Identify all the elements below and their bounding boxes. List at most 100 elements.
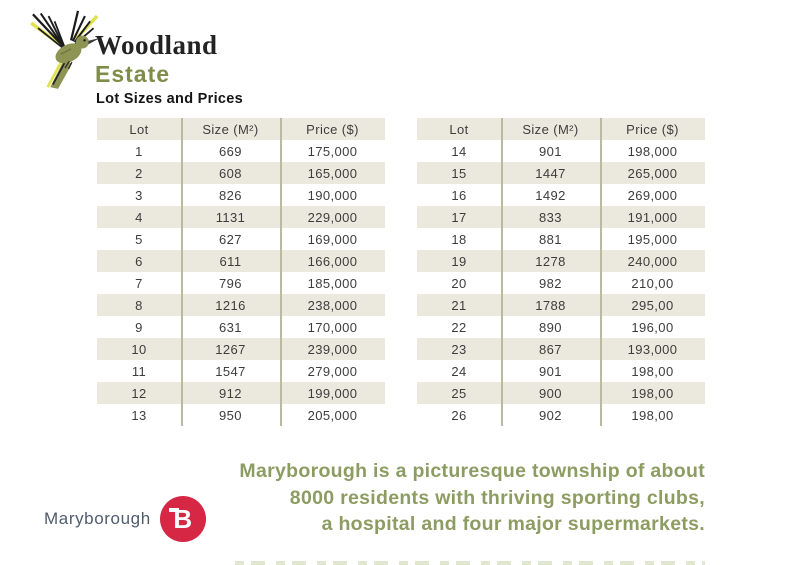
table-row: 11 1547 279,000 xyxy=(97,360,385,382)
header-lot: Lot xyxy=(129,121,149,137)
maryborough-logo: Maryborough B xyxy=(44,496,206,542)
table-row: 7 796 185,000 xyxy=(97,272,385,294)
table-row: 5 627 169,000 xyxy=(97,228,385,250)
cell-lot: 9 xyxy=(135,319,143,335)
cell-price: 198,00 xyxy=(631,407,674,423)
cell-size: 796 xyxy=(219,275,242,291)
column-divider xyxy=(280,118,282,426)
cell-price: 165,000 xyxy=(307,165,358,181)
cell-price: 170,000 xyxy=(307,319,358,335)
cell-lot: 22 xyxy=(451,319,467,335)
cell-lot: 18 xyxy=(451,231,467,247)
cell-price: 198,00 xyxy=(631,363,674,379)
table-row: 25 900 198,00 xyxy=(417,382,705,404)
cell-lot: 4 xyxy=(135,209,143,225)
cell-price: 169,000 xyxy=(307,231,358,247)
table-row: 4 1131 229,000 xyxy=(97,206,385,228)
header-lot: Lot xyxy=(449,121,469,137)
tagline-line-2: 8000 residents with thriving sporting cl… xyxy=(289,486,705,509)
cell-lot: 5 xyxy=(135,231,143,247)
cell-lot: 3 xyxy=(135,187,143,203)
cell-size: 902 xyxy=(539,407,562,423)
hummingbird-logo xyxy=(26,8,104,90)
table-row: 20 982 210,00 xyxy=(417,272,705,294)
cell-price: 240,000 xyxy=(627,253,678,269)
table-row: 1 669 175,000 xyxy=(97,140,385,162)
price-table-right: Lot Size (M²) Price ($) 14 901 198,000 15 14… xyxy=(417,118,705,426)
column-divider xyxy=(181,118,183,426)
cell-lot: 21 xyxy=(451,297,467,313)
cell-price: 210,00 xyxy=(631,275,674,291)
cell-size: 950 xyxy=(219,407,242,423)
cell-lot: 24 xyxy=(451,363,467,379)
cell-size: 901 xyxy=(539,143,562,159)
table-row: 22 890 196,00 xyxy=(417,316,705,338)
hummingbird-icon xyxy=(30,10,101,89)
cell-price: 190,000 xyxy=(307,187,358,203)
cell-price: 185,000 xyxy=(307,275,358,291)
cell-price: 196,00 xyxy=(631,319,674,335)
table-row: 18 881 195,000 xyxy=(417,228,705,250)
table-header-row: Lot Size (M²) Price ($) xyxy=(417,118,705,140)
cell-size: 1788 xyxy=(535,297,566,313)
tagline-line-1: Maryborough is a picturesque township of… xyxy=(239,460,705,482)
cell-size: 826 xyxy=(219,187,242,203)
cell-size: 1547 xyxy=(215,363,246,379)
table-header-row: Lot Size (M²) Price ($) xyxy=(97,118,385,140)
cell-lot: 15 xyxy=(451,165,467,181)
cell-price: 265,000 xyxy=(627,165,678,181)
cell-size: 890 xyxy=(539,319,562,335)
cell-price: 279,000 xyxy=(307,363,358,379)
cell-price: 193,000 xyxy=(627,341,678,357)
cell-price: 205,000 xyxy=(307,407,358,423)
cell-size: 669 xyxy=(219,143,242,159)
table-row: 9 631 170,000 xyxy=(97,316,385,338)
table-row: 14 901 198,000 xyxy=(417,140,705,162)
cell-size: 867 xyxy=(539,341,562,357)
cropped-text-sliver xyxy=(235,561,705,565)
tagline: Maryborough is a picturesque township of… xyxy=(239,458,705,538)
table-row: 15 1447 265,000 xyxy=(417,162,705,184)
cell-lot: 17 xyxy=(451,209,467,225)
cell-size: 901 xyxy=(539,363,562,379)
brand-name-woodland: Woodland xyxy=(95,30,218,60)
cell-price: 229,000 xyxy=(307,209,358,225)
cell-lot: 20 xyxy=(451,275,467,291)
maryborough-logo-mark: B xyxy=(159,496,206,542)
table-row: 12 912 199,000 xyxy=(97,382,385,404)
cell-lot: 19 xyxy=(451,253,467,269)
table-row: 2 608 165,000 xyxy=(97,162,385,184)
cell-size: 1447 xyxy=(535,165,566,181)
cell-lot: 11 xyxy=(131,363,147,379)
cell-price: 269,000 xyxy=(627,187,678,203)
cell-size: 881 xyxy=(539,231,562,247)
cell-size: 627 xyxy=(219,231,242,247)
cell-lot: 23 xyxy=(451,341,467,357)
cell-size: 1131 xyxy=(215,209,246,225)
cell-lot: 12 xyxy=(131,385,147,401)
tagline-line-3: a hospital and four major supermarkets. xyxy=(321,513,705,535)
cell-price: 199,000 xyxy=(307,385,358,401)
cell-price: 198,00 xyxy=(631,385,674,401)
brand-wordmark: Woodland Estate xyxy=(95,30,218,88)
table-row: 8 1216 238,000 xyxy=(97,294,385,316)
table-row: 19 1278 240,000 xyxy=(417,250,705,272)
cell-size: 900 xyxy=(539,385,562,401)
cell-price: 195,000 xyxy=(627,231,678,247)
cell-price: 239,000 xyxy=(307,341,358,357)
cell-price: 198,000 xyxy=(627,143,678,159)
cell-size: 608 xyxy=(219,165,242,181)
table-row: 21 1788 295,00 xyxy=(417,294,705,316)
cell-size: 631 xyxy=(219,319,242,335)
cell-lot: 25 xyxy=(451,385,467,401)
cell-price: 166,000 xyxy=(307,253,358,269)
price-table-left: Lot Size (M²) Price ($) 1 669 175,000 2 608 1… xyxy=(97,118,385,426)
cell-size: 833 xyxy=(539,209,562,225)
cell-size: 982 xyxy=(539,275,562,291)
cell-lot: 7 xyxy=(135,275,143,291)
brand-name-estate: Estate xyxy=(95,61,171,87)
cell-lot: 14 xyxy=(451,143,467,159)
table-row: 26 902 198,00 xyxy=(417,404,705,426)
cell-size: 1492 xyxy=(535,187,566,203)
cell-size: 1278 xyxy=(535,253,566,269)
